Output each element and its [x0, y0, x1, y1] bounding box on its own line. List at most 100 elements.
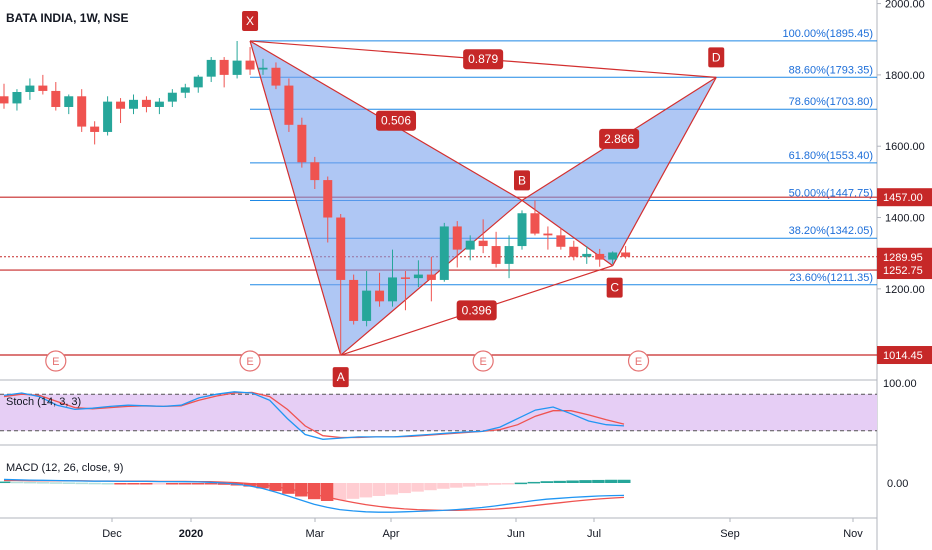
earnings-label: E	[52, 356, 59, 368]
earnings-label: E	[635, 356, 642, 368]
pattern-point-box	[514, 170, 530, 191]
time-tick-label: Sep	[720, 528, 740, 540]
macd-histogram-bar	[372, 483, 386, 496]
macd-histogram-bar	[88, 482, 101, 485]
candle-body	[116, 101, 126, 109]
candles	[0, 41, 631, 356]
ratio-label: 0.879	[468, 52, 498, 66]
macd-histogram-bar	[140, 483, 153, 485]
macd-histogram-bar	[127, 483, 140, 485]
candle-body	[413, 274, 423, 279]
xabcd-pattern[interactable]	[249, 40, 717, 356]
candle-body	[349, 279, 359, 321]
price-tick-label: 1200.00	[885, 284, 925, 296]
time-tick-label: Jun	[507, 528, 525, 540]
stoch-band	[0, 394, 877, 431]
fib-level-label: 50.00%(1447.75)	[789, 188, 873, 200]
macd-histogram-bar	[217, 483, 231, 485]
candle-body	[297, 124, 307, 163]
pattern-point-label: B	[518, 173, 526, 187]
macd-histogram-bar	[333, 483, 347, 501]
chart-title: BATA INDIA, 1W, NSE	[6, 11, 128, 25]
ratio-label: 0.396	[462, 303, 492, 317]
macd-histogram-bar	[605, 479, 618, 483]
macd-histogram-bar	[114, 483, 127, 485]
candle-body	[362, 290, 372, 321]
macd-histogram-bar	[10, 481, 24, 484]
macd-histogram-bar	[437, 483, 450, 489]
candle-body	[336, 217, 346, 280]
macd-histogram-bar	[514, 482, 528, 485]
candle-body	[38, 85, 48, 91]
macd-histogram-bar	[527, 481, 541, 484]
macd-histogram-bar	[191, 483, 205, 485]
pattern-point-label: X	[246, 14, 254, 28]
macd-histogram-bar	[385, 483, 398, 495]
price-tag	[877, 188, 932, 207]
macd-pane: 0.00	[0, 478, 908, 513]
fib-level-label: 23.60%(1211.35)	[789, 272, 873, 284]
fib-level-label: 61.80%(1553.40)	[789, 150, 873, 162]
pattern-triangle-bcd	[522, 77, 717, 266]
macd-histogram-bar	[243, 483, 256, 487]
macd-histogram-bar	[346, 483, 360, 499]
macd-histogram-bar	[75, 482, 88, 485]
candle-body	[491, 246, 501, 264]
macd-histogram-bar	[178, 483, 192, 485]
earnings-label: E	[246, 356, 253, 368]
candle-body	[375, 290, 385, 302]
candle-body	[504, 246, 514, 264]
pattern-labels: X A B C D 0.879 0.506 2.866 0.396	[242, 11, 725, 388]
macd-histogram-bar	[295, 483, 308, 497]
macd-histogram-bar	[101, 483, 114, 485]
macd-histogram-bar	[450, 483, 463, 488]
macd-histogram-bar	[501, 483, 515, 485]
fib-level-label: 88.60%(1793.35)	[789, 64, 873, 76]
candle-body	[452, 226, 462, 250]
macd-histogram-bar	[308, 483, 321, 500]
macd-title: MACD (12, 26, close, 9)	[6, 462, 123, 474]
macd-histogram-bar	[618, 479, 631, 483]
candle-body	[543, 233, 553, 236]
time-tick-label: Mar	[306, 528, 325, 540]
macd-histogram-bar	[579, 480, 592, 483]
pattern-point-box	[606, 277, 623, 298]
earnings-marker	[472, 350, 494, 372]
macd-histogram-bar	[540, 481, 553, 483]
pattern-point-label: D	[712, 50, 721, 64]
ratio-badge	[456, 300, 497, 321]
macd-histogram-bar	[23, 481, 37, 484]
candle-body	[64, 96, 74, 107]
pattern-point-box	[708, 47, 725, 68]
price-tick-label: 1400.00	[885, 213, 925, 225]
macd-histogram-bar	[488, 483, 502, 485]
candle-body	[219, 59, 229, 75]
time-tick-label: 2020	[179, 528, 203, 540]
candle-body	[206, 59, 216, 77]
candle-body	[426, 274, 436, 280]
candle-body	[258, 67, 268, 70]
pattern-point-label: A	[337, 370, 345, 384]
stochastic-pane: 100.00	[0, 378, 917, 440]
candle-body	[154, 101, 164, 107]
time-tick-label: Dec	[102, 528, 122, 540]
candle-body	[310, 162, 320, 181]
pattern-point-box	[332, 367, 349, 388]
price-tick-label: 2000.00	[885, 0, 925, 11]
pattern-leg	[249, 40, 342, 356]
axes: 2000.00 1800.00 1600.00 1400.00 1200.00 Dec 20…	[102, 0, 925, 540]
last-price-label: 1289.95	[883, 252, 923, 264]
candle-body	[284, 85, 294, 125]
time-tick-label: Nov	[843, 528, 863, 540]
candle-body	[530, 213, 540, 234]
macd-histogram-bar	[359, 483, 373, 498]
macd-histogram-bar	[566, 480, 579, 483]
candle-body	[141, 99, 151, 107]
candle-body	[388, 277, 397, 302]
candle-body	[90, 126, 100, 132]
ratio-badge	[599, 128, 640, 149]
candle-body	[582, 253, 592, 257]
